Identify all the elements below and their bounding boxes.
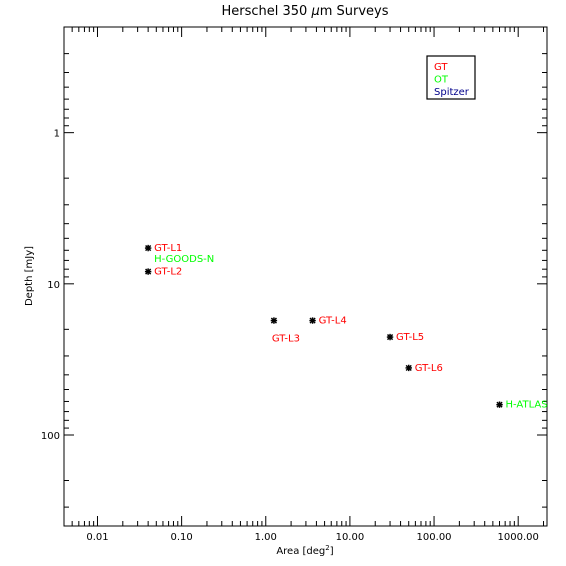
data-point-label: GT-L5 bbox=[396, 332, 424, 343]
data-point-marker bbox=[496, 401, 503, 408]
x-tick-label: 1000.00 bbox=[498, 532, 539, 543]
plot-frame bbox=[63, 26, 548, 527]
data-point-label: GT-L1 bbox=[154, 243, 182, 254]
x-tick-label: 10.00 bbox=[336, 532, 365, 543]
data-point-label: H-ATLAS bbox=[506, 400, 548, 411]
legend-box bbox=[426, 55, 476, 100]
data-point-label: H-GOODS-N bbox=[154, 254, 214, 265]
legend-entry: OT bbox=[434, 75, 449, 86]
data-point-label: GT-L2 bbox=[154, 267, 182, 278]
y-tick-label: 10 bbox=[47, 280, 60, 291]
chart-title: Herschel 350 μm Surveys bbox=[221, 4, 388, 19]
data-point-marker bbox=[144, 244, 152, 252]
data-points: GT-L1H-GOODS-N GT-L2 GT-L3 GT-L4 GT-L5 GT-L6 H… bbox=[144, 243, 548, 411]
legend-entry: GT bbox=[434, 62, 448, 73]
data-point-marker bbox=[386, 333, 394, 341]
y-tick-label: 1 bbox=[54, 129, 60, 140]
data-point-marker bbox=[270, 317, 278, 324]
legend-entry: Spitzer bbox=[434, 87, 470, 98]
y-axis-label: Depth [mJy] bbox=[24, 246, 35, 306]
x-tick-label: 0.10 bbox=[170, 532, 192, 543]
x-tick-label: 0.01 bbox=[86, 532, 108, 543]
x-axis-ticks: 0.01 0.10 1.00 10.00 100.00 1000.00 bbox=[63, 27, 545, 543]
data-point-label: GT-L6 bbox=[415, 363, 443, 374]
x-axis-label: Area [deg2] bbox=[276, 544, 333, 557]
data-point-label: GT-L4 bbox=[319, 316, 347, 327]
x-tick-label: 1.00 bbox=[255, 532, 277, 543]
x-tick-label: 100.00 bbox=[417, 532, 452, 543]
y-axis-ticks: 1 10 100 bbox=[41, 26, 547, 527]
data-point-marker bbox=[405, 364, 412, 372]
y-tick-label: 100 bbox=[41, 431, 60, 442]
data-point-marker bbox=[309, 317, 316, 324]
data-point-marker bbox=[144, 268, 152, 275]
data-point-label: GT-L3 bbox=[272, 334, 300, 345]
